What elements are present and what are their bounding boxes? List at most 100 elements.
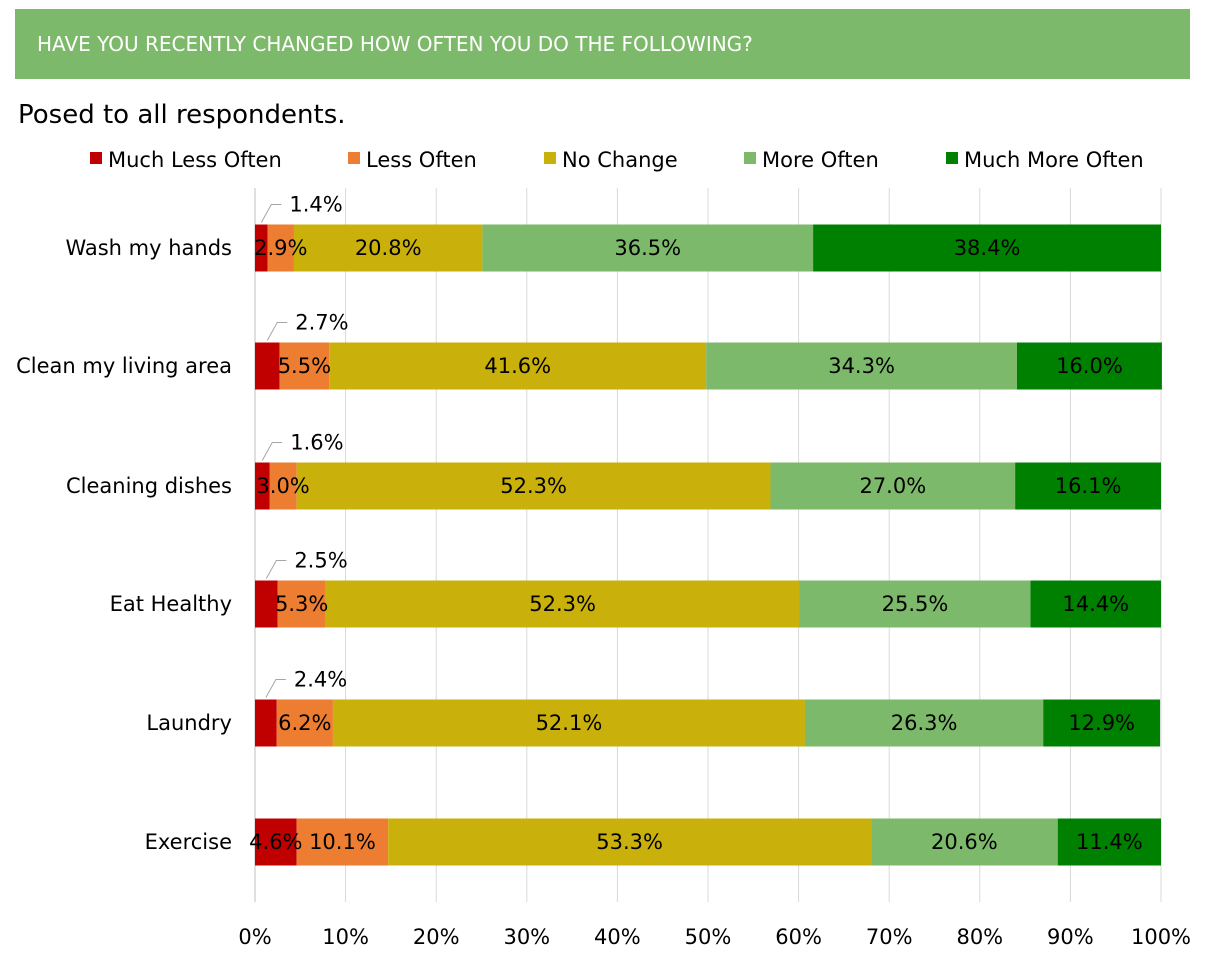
bar-segment [255,818,297,866]
chart-title: HAVE YOU RECENTLY CHANGED HOW OFTEN YOU … [37,32,753,56]
legend: Much Less Often Less Often No Change More O… [90,148,1144,172]
legend-swatch [744,152,756,164]
data-label: 1.6% [290,431,343,455]
bar-segment [1043,699,1161,747]
bar-segment [1015,462,1161,510]
data-label: 14.4% [1062,592,1129,616]
bar-segment [1016,342,1162,390]
data-label: 11.4% [1076,830,1143,854]
callout-leader-line [261,442,283,461]
gridlines [254,188,1162,902]
category-label: Clean my living area [16,354,232,378]
bar-segment [482,224,814,272]
bar-segment [276,699,333,747]
bar-segment [329,342,707,390]
x-tick-label: 80% [956,925,1003,949]
x-tick-label: 30% [503,925,550,949]
data-label: 4.6% [249,830,302,854]
data-label: 1.4% [289,193,342,217]
category-label: Cleaning dishes [66,474,232,498]
bar-segment [296,818,389,866]
data-label: 41.6% [484,354,551,378]
bar-segment [1030,580,1161,628]
data-label: 6.2% [278,711,331,735]
bar-segment [871,818,1058,866]
data-label: 3.0% [256,474,309,498]
x-tick-label: 40% [594,925,641,949]
bar-segment [770,462,1016,510]
bar-segment [293,224,483,272]
bar-segment [706,342,1017,390]
header-banner: HAVE YOU RECENTLY CHANGED HOW OFTEN YOU … [15,9,1190,79]
data-label: 52.1% [536,711,603,735]
bar-segment [255,224,268,272]
legend-label: Much Less Often [108,148,282,172]
category-label: Laundry [146,711,232,735]
x-tick-label: 90% [1047,925,1094,949]
bar-segment [1057,818,1161,866]
data-label: 26.3% [891,711,958,735]
bars [255,224,1162,866]
bar-segment [267,224,294,272]
bar-segment [813,224,1161,272]
bar-segment [255,580,278,628]
callout-leader-line [265,560,287,579]
bar-segment [388,818,872,866]
data-label: 25.5% [882,592,949,616]
x-tick-label: 60% [775,925,822,949]
bar-segment [255,462,270,510]
legend-label: More Often [762,148,879,172]
bar-segment [325,580,800,628]
x-tick-label: 20% [413,925,460,949]
data-label: 5.3% [275,592,328,616]
data-label: 2.9% [254,236,307,260]
bar-segment [255,342,280,390]
legend-swatch [348,152,360,164]
data-labels: 1.4% 2.9% 20.8% 36.5% 38.4% 2.7% 5.5% 41.6% 34.3… [249,193,1143,855]
data-label: 12.9% [1068,711,1135,735]
bar-segment [277,580,326,628]
x-tick-label: 0% [238,925,271,949]
x-tick-label: 50% [685,925,732,949]
data-label: 2.7% [295,311,348,335]
category-label: Eat Healthy [110,592,232,616]
callout-leader-line [265,679,286,698]
data-label: 20.8% [355,236,422,260]
bar-segment [799,580,1031,628]
x-tick-label: 100% [1131,925,1191,949]
x-tick-label: 10% [322,925,369,949]
data-label: 27.0% [859,474,926,498]
legend-label: Less Often [366,148,477,172]
bar-segment [332,699,805,747]
x-tick-label: 70% [866,925,913,949]
data-label: 52.3% [529,592,596,616]
data-label: 53.3% [596,830,663,854]
data-label: 38.4% [954,236,1021,260]
legend-label: Much More Often [964,148,1144,172]
bar-segment [296,462,771,510]
category-label: Exercise [145,830,232,854]
legend-swatch [544,152,556,164]
category-label: Wash my hands [65,236,232,260]
legend-label: No Change [562,148,678,172]
bar-segment [269,462,297,510]
data-label: 16.0% [1056,354,1123,378]
legend-swatch [946,152,958,164]
bar-segment [279,342,330,390]
data-label: 2.5% [294,549,347,573]
bar-segment [804,699,1044,747]
data-label: 52.3% [500,474,567,498]
data-label: 34.3% [828,354,895,378]
data-label: 20.6% [931,830,998,854]
data-label: 36.5% [614,236,681,260]
callout-leader-line [260,204,282,223]
axes: 0% 10% 20% 30% 40% 50% 60% 70% 80% 90% 100% Wash my… [16,236,1191,949]
data-label: 16.1% [1055,474,1122,498]
bar-segment [255,699,277,747]
data-label: 5.5% [278,354,331,378]
data-label: 2.4% [294,668,347,692]
callout-leader-line [266,322,288,341]
data-label: 10.1% [309,830,376,854]
legend-swatch [90,152,102,164]
